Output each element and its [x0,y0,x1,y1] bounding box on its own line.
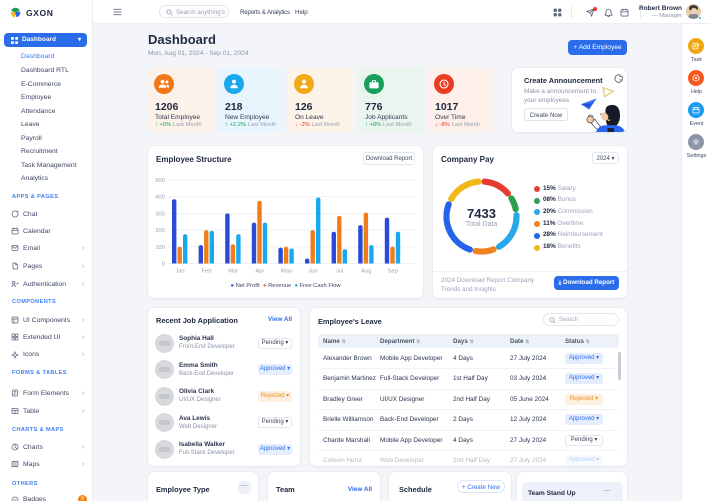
svg-text:Jul: Jul [336,269,343,275]
svg-text:400: 400 [155,195,165,201]
svg-text:500: 500 [155,178,165,184]
svg-text:0: 0 [162,262,165,268]
svg-text:Jan: Jan [175,269,184,275]
svg-text:Aug: Aug [361,269,371,275]
svg-text:Apr: Apr [255,269,264,275]
svg-text:Feb: Feb [202,269,212,275]
svg-text:Mar: Mar [228,269,238,275]
svg-text:100: 100 [155,245,165,251]
svg-text:Jun: Jun [308,269,317,275]
svg-text:Sep: Sep [388,269,398,275]
svg-text:200: 200 [155,228,165,234]
svg-text:300: 300 [155,211,165,217]
svg-text:May: May [281,269,292,275]
